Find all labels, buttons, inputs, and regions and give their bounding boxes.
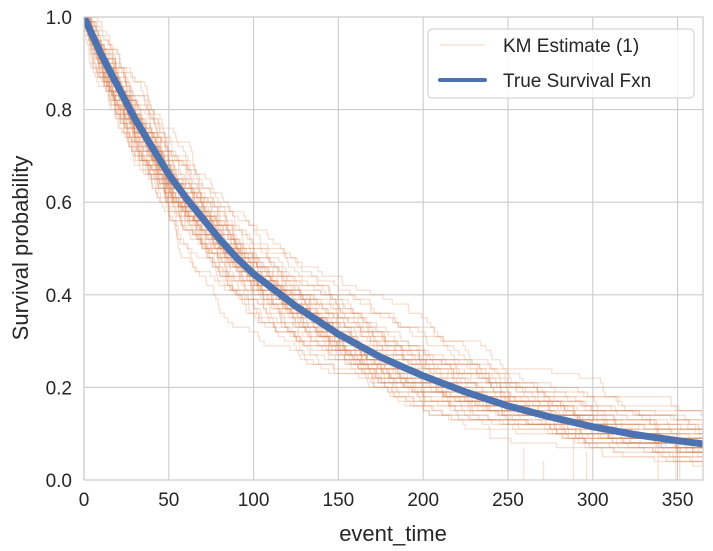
x-tick-label: 100 xyxy=(238,490,270,511)
y-tick-label: 1.0 xyxy=(46,8,72,29)
x-axis-label: event_time xyxy=(339,521,447,546)
km-estimate-curve xyxy=(84,17,703,439)
km-estimate-curve xyxy=(84,17,703,449)
x-tick-label: 300 xyxy=(577,490,609,511)
km-estimate-curve xyxy=(84,17,703,439)
y-tick-label: 0.6 xyxy=(46,193,72,214)
y-tick-label: 0.0 xyxy=(46,471,72,492)
km-estimate-curve xyxy=(84,17,703,439)
km-estimate-curve xyxy=(84,17,703,463)
km-estimate-curve xyxy=(84,17,703,444)
km-estimate-curve xyxy=(84,17,703,435)
legend-km-label: KM Estimate (1) xyxy=(503,36,639,57)
km-estimate-curve xyxy=(84,17,703,449)
legend: KM Estimate (1) True Survival Fxn xyxy=(427,28,695,99)
y-tick-labels: 0.0 0.2 0.4 0.6 0.8 1.0 xyxy=(46,8,73,492)
y-axis-label: Survival probability xyxy=(8,156,33,341)
x-tick-labels: 0 50 100 150 200 250 300 350 xyxy=(79,490,694,511)
km-estimate-curve xyxy=(84,17,703,444)
km-estimate-curve xyxy=(84,17,703,453)
km-estimate-curve xyxy=(84,17,703,439)
km-estimate-curve xyxy=(84,17,703,449)
x-tick-label: 150 xyxy=(323,490,355,511)
x-tick-label: 200 xyxy=(407,490,439,511)
x-tick-label: 50 xyxy=(158,490,179,511)
legend-frame xyxy=(427,28,695,99)
km-estimate-curve xyxy=(84,17,703,444)
km-estimate-curve xyxy=(84,17,703,453)
x-tick-label: 250 xyxy=(492,490,524,511)
plot-frame xyxy=(83,16,704,481)
km-estimate-curve xyxy=(84,17,703,412)
km-estimate-curve xyxy=(84,17,703,435)
x-tick-label: 0 xyxy=(79,490,90,511)
km-estimate-curve xyxy=(84,17,703,435)
true-survival-line-group xyxy=(84,17,703,448)
km-estimate-curve xyxy=(84,17,703,463)
y-tick-label: 0.8 xyxy=(46,101,72,122)
y-tick-label: 0.2 xyxy=(46,378,72,399)
km-estimate-curve xyxy=(84,17,703,463)
km-estimate-curve xyxy=(84,17,703,453)
legend-true-label: True Survival Fxn xyxy=(503,71,651,92)
km-estimate-curve xyxy=(84,17,703,435)
x-tick-label: 350 xyxy=(662,490,694,511)
y-tick-label: 0.4 xyxy=(46,286,73,307)
true-survival-curve xyxy=(84,17,703,448)
km-estimate-curve xyxy=(84,17,703,458)
